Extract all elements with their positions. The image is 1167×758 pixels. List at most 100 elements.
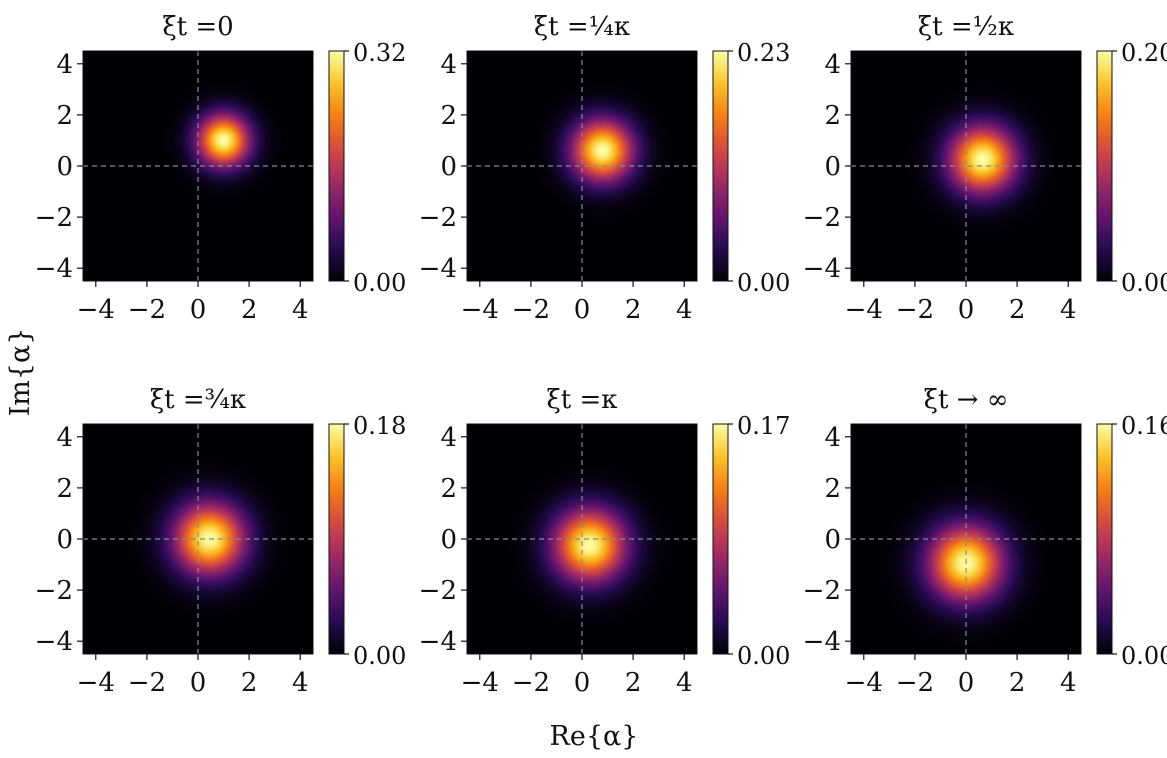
colorbar-max-label: 0.17: [737, 412, 790, 440]
x-tick-label: 2: [625, 668, 642, 698]
x-tick-label: 4: [292, 295, 309, 325]
x-tick-label: −2: [128, 295, 166, 325]
y-tick-label: −4: [803, 627, 841, 657]
y-tick-label: −2: [419, 203, 457, 233]
wigner-peak: [163, 80, 284, 201]
y-tick-label: 4: [56, 423, 73, 453]
colorbar: [328, 50, 345, 282]
colorbar-max-label: 0.20: [1121, 39, 1167, 67]
panel-title: ξt =¾κ: [150, 385, 246, 415]
colorbar: [712, 50, 729, 282]
x-tick-label: −2: [512, 668, 550, 698]
x-tick-label: 2: [625, 295, 642, 325]
x-tick-label: 2: [241, 668, 258, 698]
wigner-peak: [906, 83, 1059, 236]
y-tick-label: −4: [35, 627, 73, 657]
x-tick-label: 2: [241, 295, 258, 325]
panel-title: ξt → ∞: [924, 385, 1009, 415]
plot-frame: [850, 50, 1082, 282]
y-tick-label: 2: [56, 101, 73, 131]
y-tick-label: 2: [824, 474, 841, 504]
panel-title: ξt =¼κ: [534, 12, 630, 42]
x-tick-label: −2: [128, 668, 166, 698]
y-tick-label: −4: [419, 627, 457, 657]
y-tick-label: −2: [803, 203, 841, 233]
plot-frame: [850, 423, 1082, 655]
x-tick-label: 4: [1060, 668, 1077, 698]
x-tick-label: −4: [461, 295, 499, 325]
x-tick-label: 4: [676, 668, 693, 698]
colorbar-max-label: 0.23: [737, 39, 790, 67]
x-tick-label: 4: [1060, 295, 1077, 325]
y-tick-label: 0: [440, 525, 457, 555]
panel-title: ξt =½κ: [918, 12, 1014, 42]
x-tick-label: −2: [896, 295, 934, 325]
x-tick-label: 4: [292, 668, 309, 698]
y-tick-label: 4: [824, 50, 841, 80]
panel-5: ξt =κ −4 −2 0 2 4 −4 −2 0 2 4 0.17 0.00: [419, 385, 791, 698]
panel-title: ξt =κ: [546, 385, 617, 415]
colorbar-min-label: 0.00: [737, 642, 790, 670]
x-tick-label: −4: [845, 295, 883, 325]
plot-frame: [82, 50, 314, 282]
y-tick-label: 2: [440, 474, 457, 504]
panel-1: ξt =0 −4 −2 0 2 4 −4 −2 0 2 4 0.32 0.00: [35, 12, 407, 325]
colorbar-max-label: 0.16: [1121, 412, 1167, 440]
x-tick-label: −4: [845, 668, 883, 698]
x-tick-label: 4: [676, 295, 693, 325]
x-tick-label: 0: [958, 668, 975, 698]
colorbar-min-label: 0.00: [353, 269, 406, 297]
wigner-peak: [507, 463, 672, 628]
y-tick-label: 2: [824, 101, 841, 131]
x-tick-label: −4: [77, 295, 115, 325]
x-tick-label: −2: [512, 295, 550, 325]
colorbar: [1096, 50, 1113, 282]
x-tick-label: 2: [1009, 668, 1026, 698]
y-tick-label: 4: [440, 50, 457, 80]
panel-6: ξt → ∞ −4 −2 0 2 4 −4 −2 0 2 4 0.16 0.00: [803, 385, 1167, 698]
colorbar: [328, 423, 345, 655]
colorbar-min-label: 0.00: [1121, 269, 1167, 297]
x-tick-label: 2: [1009, 295, 1026, 325]
y-tick-label: −4: [35, 254, 73, 284]
colorbar: [1096, 423, 1113, 655]
y-tick-label: 2: [56, 474, 73, 504]
colorbar-max-label: 0.32: [353, 39, 406, 67]
y-tick-label: 0: [440, 152, 457, 182]
panel-3: ξt =½κ −4 −2 0 2 4 −4 −2 0 2 4 0.20 0.00: [803, 12, 1167, 325]
y-tick-label: −4: [803, 254, 841, 284]
wigner-peak: [532, 80, 673, 221]
panels: ξt =0 −4 −2 0 2 4 −4 −2 0 2 4 0.32 0.00 ξt =¼κ −4 −2 0 2 4…: [35, 12, 1167, 698]
x-tick-label: 0: [958, 295, 975, 325]
y-tick-label: 4: [56, 50, 73, 80]
x-tick-label: 0: [190, 668, 207, 698]
y-tick-label: −4: [419, 254, 457, 284]
y-tick-label: 0: [824, 525, 841, 555]
figure-xlabel: Re{α}: [550, 721, 639, 752]
y-tick-label: 0: [824, 152, 841, 182]
y-tick-label: 2: [440, 101, 457, 131]
y-tick-label: 4: [440, 423, 457, 453]
panel-title: ξt =0: [162, 12, 233, 42]
figure-ylabel: Im{α}: [5, 328, 36, 417]
y-tick-label: 4: [824, 423, 841, 453]
y-tick-label: 0: [56, 152, 73, 182]
x-tick-label: 0: [190, 295, 207, 325]
x-tick-label: −4: [461, 668, 499, 698]
x-tick-label: −2: [896, 668, 934, 698]
plot-frame: [466, 50, 698, 282]
panel-2: ξt =¼κ −4 −2 0 2 4 −4 −2 0 2 4 0.23 0.00: [419, 12, 791, 325]
plot-frame: [82, 423, 314, 655]
y-tick-label: −2: [419, 576, 457, 606]
y-tick-label: −2: [35, 576, 73, 606]
y-tick-label: 0: [56, 525, 73, 555]
colorbar-min-label: 0.00: [1121, 642, 1167, 670]
x-tick-label: 0: [574, 668, 591, 698]
colorbar-min-label: 0.00: [353, 642, 406, 670]
y-tick-label: −2: [35, 203, 73, 233]
x-tick-label: 0: [574, 295, 591, 325]
x-tick-label: −4: [77, 668, 115, 698]
panel-4: ξt =¾κ −4 −2 0 2 4 −4 −2 0 2 4 0.18 0.00: [35, 385, 407, 698]
colorbar-min-label: 0.00: [737, 269, 790, 297]
